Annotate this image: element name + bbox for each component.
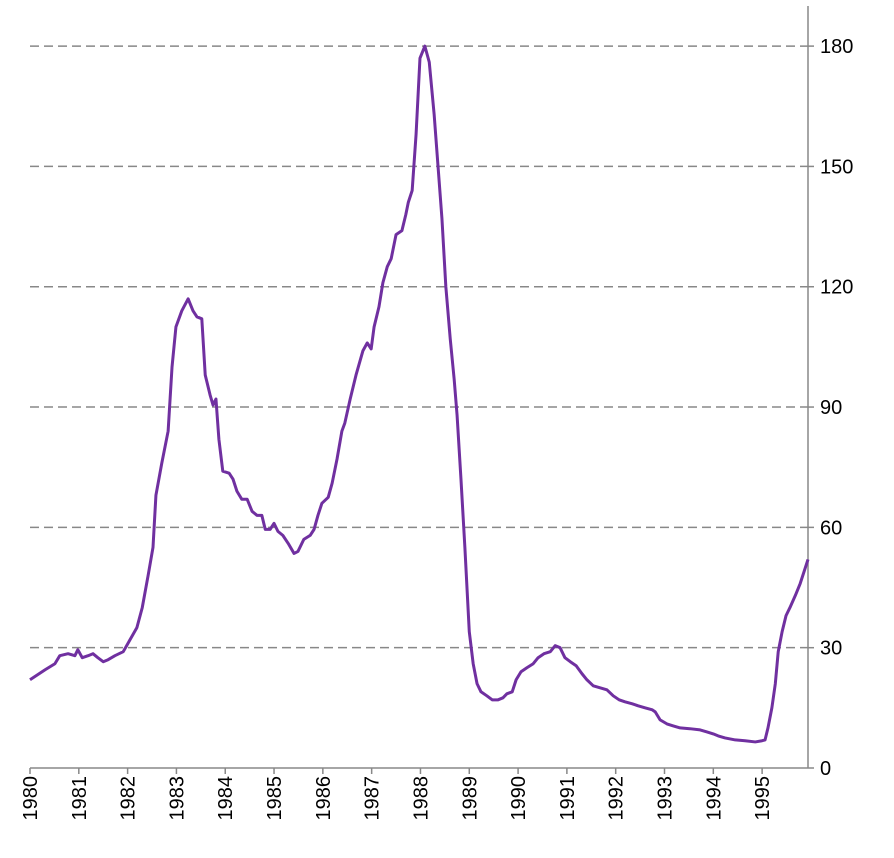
x-tick-label: 1986 <box>313 776 335 821</box>
y-tick-label: 150 <box>820 156 853 178</box>
x-tick-label: 1985 <box>264 776 286 821</box>
y-tick-label: 180 <box>820 36 853 58</box>
x-tick-label: 1991 <box>557 776 579 821</box>
x-tick-label: 1990 <box>508 776 530 821</box>
y-tick-label: 60 <box>820 517 842 539</box>
y-tick-label: 90 <box>820 397 842 419</box>
x-tick-label: 1988 <box>410 776 432 821</box>
x-tick-label: 1981 <box>69 776 91 821</box>
x-tick-label: 1995 <box>752 776 774 821</box>
y-tick-label: 120 <box>820 277 853 299</box>
x-tick-label: 1992 <box>606 776 628 821</box>
x-tick-label: 1987 <box>362 776 384 821</box>
y-tick-label: 30 <box>820 638 842 660</box>
x-tick-label: 1993 <box>655 776 677 821</box>
y-tick-label: 0 <box>820 758 831 780</box>
data-line <box>29 44 810 744</box>
x-tick-label: 1989 <box>459 776 481 821</box>
x-tick-label: 1983 <box>166 776 188 821</box>
x-tick-label: 1982 <box>118 776 140 821</box>
x-tick-label: 1984 <box>215 776 237 821</box>
x-tick-label: 1980 <box>20 776 42 821</box>
x-tick-label: 1994 <box>703 776 725 821</box>
